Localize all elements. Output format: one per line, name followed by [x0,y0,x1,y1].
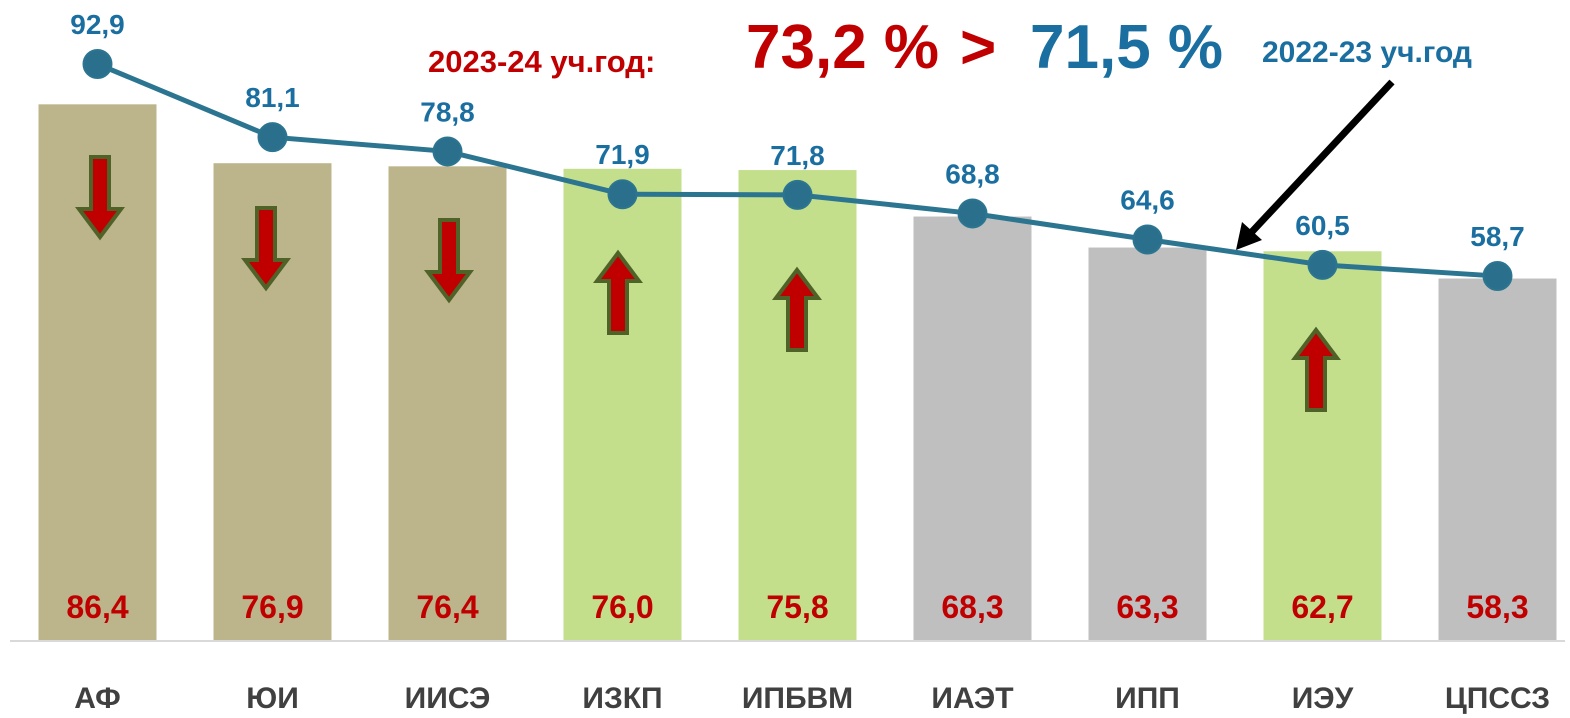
x-tick-label: ЦПССЗ [1445,682,1550,715]
x-tick-label: ИИСЭ [405,682,491,715]
bar-series-name: 2023-24 уч.год: [428,44,655,79]
bar-value-label: 76,4 [416,589,478,625]
bar [1438,278,1557,640]
x-tick-label: ИПП [1115,682,1180,715]
line-value-label: 64,6 [1120,184,1175,215]
line-value-label: 60,5 [1295,210,1350,241]
line-value-label: 81,1 [245,82,300,113]
line-value-label: 92,9 [70,9,125,40]
line-marker [1132,224,1163,255]
line-marker [607,179,638,210]
bar-value-label: 58,3 [1466,589,1528,625]
x-tick-label: ИЗКП [582,682,662,715]
line-value-label: 58,7 [1470,221,1525,252]
bar [563,168,682,641]
bars: 86,4 76,9 76,4 76,0 75,8 68,3 63,3 62,7 58,3 [38,104,1557,641]
line-series-name: 2022-23 уч.год [1262,36,1472,69]
bar-value-label: 63,3 [1116,589,1178,625]
x-tick-label: ИАЭТ [931,682,1013,715]
line-marker [957,198,988,229]
line-layer: 92,9 81,1 78,8 71,9 71,8 68,8 64,6 60,5 58,7 [70,9,1525,292]
annotation: 73,2 % [746,13,939,82]
bar [1263,251,1382,640]
bar [913,216,1032,641]
line-value-label: 68,8 [945,158,1000,189]
bar-value-label: 68,3 [941,589,1003,625]
line-value-label: 78,8 [420,96,475,127]
bar-value-label: 76,0 [591,589,653,625]
bar-value-label: 62,7 [1291,589,1353,625]
bar [738,170,857,641]
bar-value-label: 86,4 [66,589,128,625]
line-marker [1307,249,1338,280]
bar [1088,247,1207,641]
bar-value-label: 76,9 [241,589,303,625]
x-tick-label: ЮИ [246,682,299,715]
pointer-arrow [1236,79,1395,250]
x-tick-label: АФ [74,682,121,715]
line-marker [82,49,113,80]
annotation: > [960,13,996,82]
line-value-label: 71,9 [595,139,650,170]
line-marker [1482,261,1513,292]
line-marker [257,122,288,153]
line-value-label: 71,8 [770,140,825,171]
annotation: 71,5 % [1030,13,1223,82]
line-marker [432,136,463,167]
x-tick-label: ИПБВМ [742,682,853,715]
bar-value-label: 75,8 [766,589,828,625]
x-tick-label: ИЭУ [1292,682,1354,715]
line-marker [782,179,813,210]
